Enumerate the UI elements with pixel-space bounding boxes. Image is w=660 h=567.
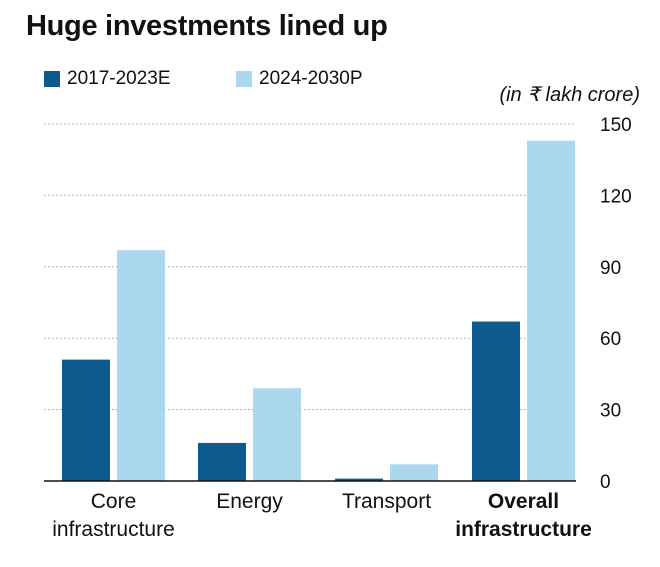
y-tick-label: 0 <box>600 472 611 493</box>
category-label: Overall <box>488 490 559 513</box>
bar-2024-2030p <box>253 388 301 481</box>
y-tick-label: 150 <box>600 115 632 136</box>
category-label: infrastructure <box>455 518 592 541</box>
legend-item-2024-2030p: 2024-2030P <box>236 68 363 90</box>
category-label: infrastructure <box>52 518 175 541</box>
legend-label-2017-2023e: 2017-2023E <box>67 68 171 89</box>
y-tick-label: 120 <box>600 186 632 207</box>
y-tick-label: 30 <box>600 401 621 422</box>
category-label: Transport <box>342 490 431 513</box>
legend-swatch-light <box>236 71 252 87</box>
bar-2024-2030p <box>390 464 438 481</box>
category-label: Energy <box>216 490 283 513</box>
bar-2017-2023e <box>198 442 246 481</box>
bar-2017-2023e <box>472 321 520 481</box>
legend-swatch-dark <box>44 71 60 87</box>
bar-2017-2023e <box>62 359 110 481</box>
bar-2024-2030p <box>117 250 165 481</box>
unit-note: (in ₹ lakh crore) <box>499 84 640 106</box>
legend-item-2017-2023e: 2017-2023E <box>44 68 171 90</box>
chart-title: Huge investments lined up <box>26 10 388 42</box>
y-tick-label: 60 <box>600 329 621 350</box>
category-label: Core <box>91 490 137 513</box>
bar-2024-2030p <box>527 140 575 481</box>
legend-label-2024-2030p: 2024-2030P <box>259 68 363 89</box>
y-tick-label: 90 <box>600 258 621 279</box>
bar-2017-2023e <box>335 478 383 481</box>
